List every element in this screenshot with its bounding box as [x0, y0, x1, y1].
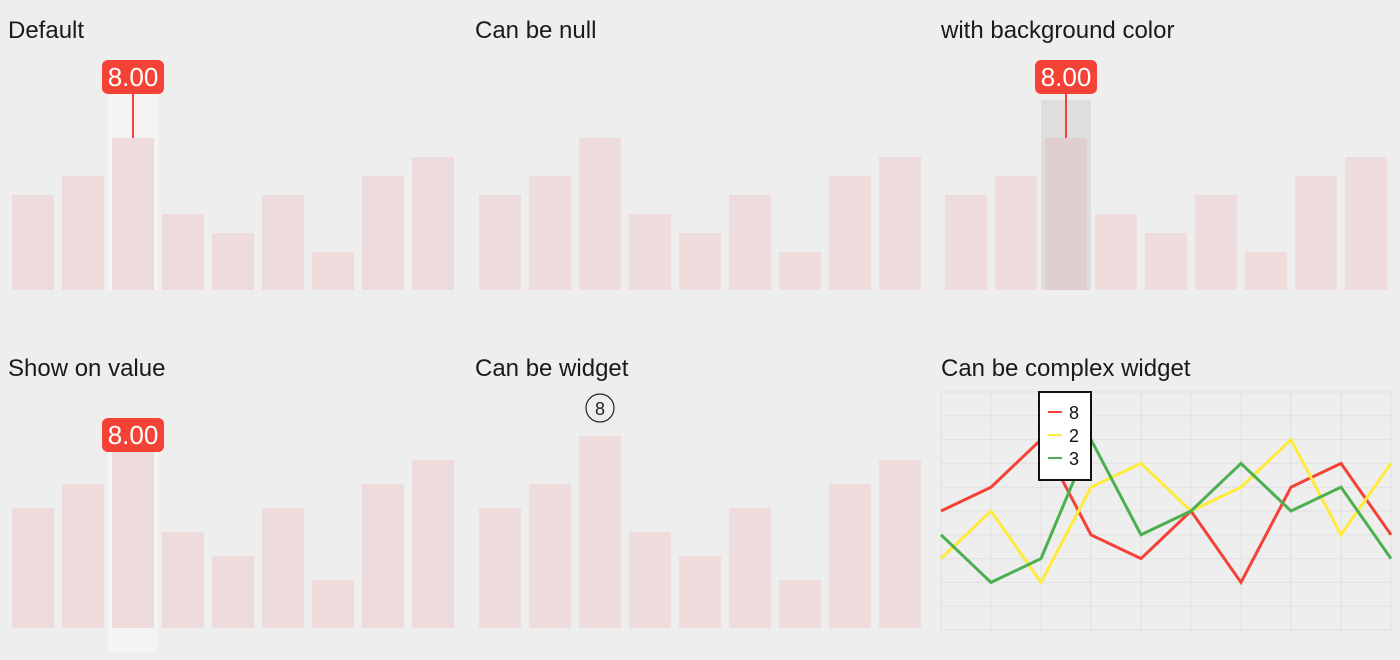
bar-chart-widget[interactable]: 8 — [475, 392, 925, 654]
bar — [1245, 252, 1287, 290]
bar — [312, 252, 354, 290]
bar — [829, 176, 871, 290]
panel-complex-widget: Can be complex widget 8 2 3 — [939, 354, 1393, 654]
series-line — [939, 437, 1393, 586]
bar — [479, 195, 521, 290]
bar — [362, 484, 404, 628]
tooltip-label: 8.00 — [108, 62, 159, 92]
tooltip-label: 8 — [595, 399, 605, 419]
panel-title: Can be complex widget — [941, 355, 1191, 382]
bar — [262, 508, 304, 628]
bar — [62, 484, 104, 628]
series-line — [939, 436, 1393, 585]
panel-show-on-value: Show on value 8.00 — [8, 354, 458, 654]
bar — [679, 556, 721, 628]
panel-title: Show on value — [8, 355, 166, 382]
bar — [629, 214, 671, 290]
bar — [1295, 176, 1337, 290]
bar — [62, 176, 104, 290]
bar — [995, 176, 1037, 290]
bar — [262, 195, 304, 290]
bar — [829, 484, 871, 628]
tooltip-box — [102, 418, 164, 452]
legend-box — [1038, 391, 1092, 481]
bar — [412, 157, 454, 290]
panel-background-color: with background color 8.00 — [941, 16, 1391, 296]
bar-chart-default[interactable]: 8.00 — [8, 54, 458, 294]
bar — [112, 436, 154, 628]
legend-label: 8 — [1069, 403, 1079, 423]
series-line — [940, 437, 1393, 586]
bar — [1145, 233, 1187, 290]
bar — [1195, 195, 1237, 290]
bar — [729, 195, 771, 290]
bar — [1045, 138, 1087, 290]
bar — [212, 556, 254, 628]
tooltip-label: 8.00 — [108, 420, 159, 450]
tooltip-box — [102, 60, 164, 94]
bar — [12, 508, 54, 628]
panel-default: Default 8.00 — [8, 16, 458, 296]
panel-title: with background color — [941, 17, 1175, 44]
bar — [779, 252, 821, 290]
bar — [779, 580, 821, 628]
bar — [579, 138, 621, 290]
legend-label: 3 — [1069, 449, 1079, 469]
bar — [729, 508, 771, 628]
bar — [945, 195, 987, 290]
bar-chart-null[interactable] — [475, 54, 925, 294]
bar — [162, 214, 204, 290]
tooltip-circle — [585, 393, 615, 423]
bar — [162, 532, 204, 628]
panel-title: Can be widget — [475, 355, 629, 382]
tooltip-box — [1035, 60, 1097, 94]
line-chart-complex[interactable]: 8 2 3 — [939, 391, 1393, 654]
bar-chart-on-value[interactable]: 8.00 — [8, 392, 458, 654]
bar-chart-background[interactable]: 8.00 — [941, 54, 1391, 294]
bar — [1095, 214, 1137, 290]
bar — [529, 484, 571, 628]
panel-title: Default — [8, 17, 85, 44]
bar — [362, 176, 404, 290]
legend-label: 2 — [1069, 426, 1079, 446]
bar — [112, 138, 154, 290]
tooltip-label: 8.00 — [1041, 62, 1092, 92]
bar — [529, 176, 571, 290]
bar — [412, 460, 454, 628]
panel-can-be-widget: Can be widget 8 — [475, 354, 925, 654]
bar — [579, 436, 621, 628]
bar — [12, 195, 54, 290]
panel-title: Can be null — [475, 17, 597, 44]
bar — [212, 233, 254, 290]
bar — [1345, 157, 1387, 290]
bar — [629, 532, 671, 628]
bar — [879, 460, 921, 628]
bar — [312, 580, 354, 628]
panel-can-be-null: Can be null — [475, 16, 925, 296]
bar — [879, 157, 921, 290]
bar — [679, 233, 721, 290]
bar — [479, 508, 521, 628]
legend-tooltip: 8 2 3 — [1038, 391, 1092, 481]
